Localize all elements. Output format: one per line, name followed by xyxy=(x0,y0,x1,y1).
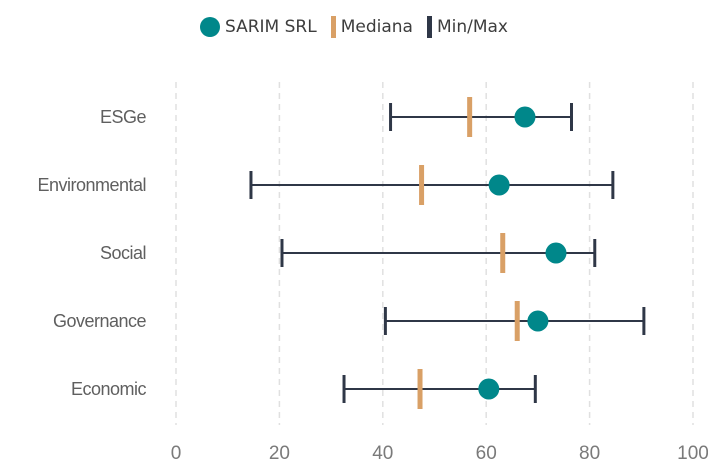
company-score-point xyxy=(478,378,500,400)
x-tick-label: 80 xyxy=(579,443,600,463)
x-tick-label: 20 xyxy=(269,443,290,463)
legend: SARIM SRL Mediana Min/Max xyxy=(0,14,708,40)
company-score-point xyxy=(527,310,549,332)
category-label: Social xyxy=(100,243,146,263)
x-tick-label: 0 xyxy=(171,443,182,463)
median-marker xyxy=(514,301,520,341)
legend-item-minmax: Min/Max xyxy=(426,16,508,38)
median-marker xyxy=(467,97,473,137)
x-tick-label: 40 xyxy=(372,443,393,463)
company-score-point xyxy=(545,242,567,264)
x-tick-label: 60 xyxy=(476,443,497,463)
category-label: Environmental xyxy=(37,175,146,195)
legend-label-minmax: Min/Max xyxy=(436,17,508,37)
legend-item-sarim: SARIM SRL xyxy=(199,17,317,37)
x-tick-label: 100 xyxy=(677,443,708,463)
legend-bar-icon xyxy=(330,16,336,38)
legend-label-sarim: SARIM SRL xyxy=(224,17,317,37)
median-marker xyxy=(417,369,423,409)
legend-dot-icon xyxy=(199,17,220,37)
median-marker xyxy=(500,233,506,273)
category-label: Economic xyxy=(71,379,147,399)
company-score-point xyxy=(488,174,510,196)
legend-range-icon xyxy=(426,16,432,38)
median-marker xyxy=(419,165,425,205)
category-label: ESGe xyxy=(100,107,147,127)
category-label: Governance xyxy=(53,311,147,331)
legend-item-mediana: Mediana xyxy=(330,16,413,38)
legend-label-mediana: Mediana xyxy=(340,17,413,37)
company-score-point xyxy=(514,106,536,128)
